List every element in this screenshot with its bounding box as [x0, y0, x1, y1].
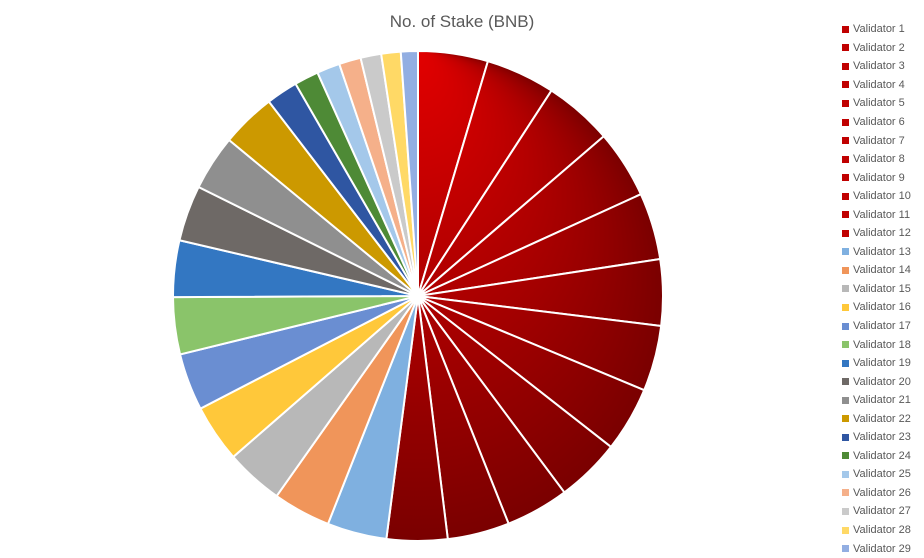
- legend-label: Validator 27: [853, 505, 911, 518]
- legend-item-1: Validator 1: [842, 20, 924, 39]
- legend-item-29: Validator 29: [842, 539, 924, 558]
- legend-swatch: [842, 415, 849, 423]
- legend-item-9: Validator 9: [842, 168, 924, 187]
- legend-swatch: [842, 322, 849, 330]
- legend-item-14: Validator 14: [842, 261, 924, 280]
- legend-item-18: Validator 18: [842, 335, 924, 354]
- legend-swatch: [842, 44, 849, 52]
- legend-label: Validator 8: [853, 153, 905, 166]
- legend-swatch: [842, 341, 849, 349]
- legend-item-23: Validator 23: [842, 428, 924, 447]
- legend-swatch: [842, 62, 849, 70]
- legend-item-17: Validator 17: [842, 317, 924, 336]
- legend-item-21: Validator 21: [842, 391, 924, 410]
- legend-swatch: [842, 118, 849, 126]
- legend-swatch: [842, 25, 849, 33]
- legend-label: Validator 12: [853, 227, 911, 240]
- legend-label: Validator 1: [853, 23, 905, 36]
- legend-swatch: [842, 489, 849, 497]
- legend-item-3: Validator 3: [842, 57, 924, 76]
- chart-title: No. of Stake (BNB): [389, 12, 535, 31]
- legend-label: Validator 29: [853, 542, 911, 555]
- legend-label: Validator 7: [853, 134, 905, 147]
- legend-swatch: [842, 285, 849, 293]
- legend-label: Validator 5: [853, 97, 905, 110]
- legend-label: Validator 16: [853, 301, 911, 314]
- legend-label: Validator 3: [853, 60, 905, 73]
- legend-swatch: [842, 248, 849, 256]
- legend-label: Validator 24: [853, 449, 911, 462]
- legend-item-16: Validator 16: [842, 298, 924, 317]
- legend-label: Validator 15: [853, 282, 911, 295]
- legend-item-13: Validator 13: [842, 243, 924, 262]
- legend-item-4: Validator 4: [842, 76, 924, 95]
- legend-swatch: [842, 303, 849, 311]
- legend-label: Validator 28: [853, 524, 911, 537]
- legend-label: Validator 9: [853, 171, 905, 184]
- legend-item-7: Validator 7: [842, 131, 924, 150]
- legend-item-19: Validator 19: [842, 354, 924, 373]
- legend-item-10: Validator 10: [842, 187, 924, 206]
- legend-item-6: Validator 6: [842, 113, 924, 132]
- legend-label: Validator 21: [853, 394, 911, 407]
- legend-swatch: [842, 378, 849, 386]
- legend-swatch: [842, 211, 849, 219]
- legend-item-8: Validator 8: [842, 150, 924, 169]
- legend-swatch: [842, 192, 849, 200]
- legend-item-15: Validator 15: [842, 280, 924, 299]
- legend-label: Validator 17: [853, 320, 911, 333]
- legend-label: Validator 22: [853, 412, 911, 425]
- legend: Validator 1 Validator 2 Validator 3 Validat…: [842, 20, 924, 558]
- legend-swatch: [842, 433, 849, 441]
- legend-label: Validator 14: [853, 264, 911, 277]
- legend-swatch: [842, 526, 849, 534]
- legend-swatch: [842, 155, 849, 163]
- legend-label: Validator 19: [853, 357, 911, 370]
- legend-item-20: Validator 20: [842, 372, 924, 391]
- legend-item-27: Validator 27: [842, 502, 924, 521]
- legend-label: Validator 23: [853, 431, 911, 444]
- legend-label: Validator 11: [853, 208, 911, 221]
- legend-label: Validator 10: [853, 190, 911, 203]
- legend-swatch: [842, 507, 849, 515]
- legend-swatch: [842, 81, 849, 89]
- legend-item-26: Validator 26: [842, 484, 924, 503]
- legend-swatch: [842, 452, 849, 460]
- legend-swatch: [842, 137, 849, 145]
- legend-swatch: [842, 99, 849, 107]
- legend-label: Validator 6: [853, 116, 905, 128]
- pie-slice-29: [399, 49, 419, 297]
- legend-swatch: [842, 229, 849, 237]
- legend-swatch: [842, 396, 849, 404]
- legend-item-5: Validator 5: [842, 94, 924, 113]
- legend-item-24: Validator 24: [842, 447, 924, 466]
- legend-swatch: [842, 266, 849, 274]
- legend-item-2: Validator 2: [842, 39, 924, 58]
- legend-swatch: [842, 470, 849, 478]
- legend-label: Validator 20: [853, 375, 911, 388]
- legend-label: Validator 13: [853, 245, 911, 258]
- legend-item-25: Validator 25: [842, 465, 924, 484]
- legend-label: Validator 4: [853, 78, 905, 91]
- legend-item-22: Validator 22: [842, 409, 924, 428]
- legend-label: Validator 26: [853, 486, 911, 499]
- legend-swatch: [842, 359, 849, 367]
- legend-item-28: Validator 28: [842, 521, 924, 540]
- legend-label: Validator 18: [853, 338, 911, 351]
- legend-label: Validator 25: [853, 468, 911, 481]
- legend-label: Validator 2: [853, 41, 905, 54]
- legend-swatch: [842, 545, 849, 553]
- legend-item-12: Validator 12: [842, 224, 924, 243]
- legend-item-11: Validator 11: [842, 205, 924, 224]
- legend-swatch: [842, 174, 849, 182]
